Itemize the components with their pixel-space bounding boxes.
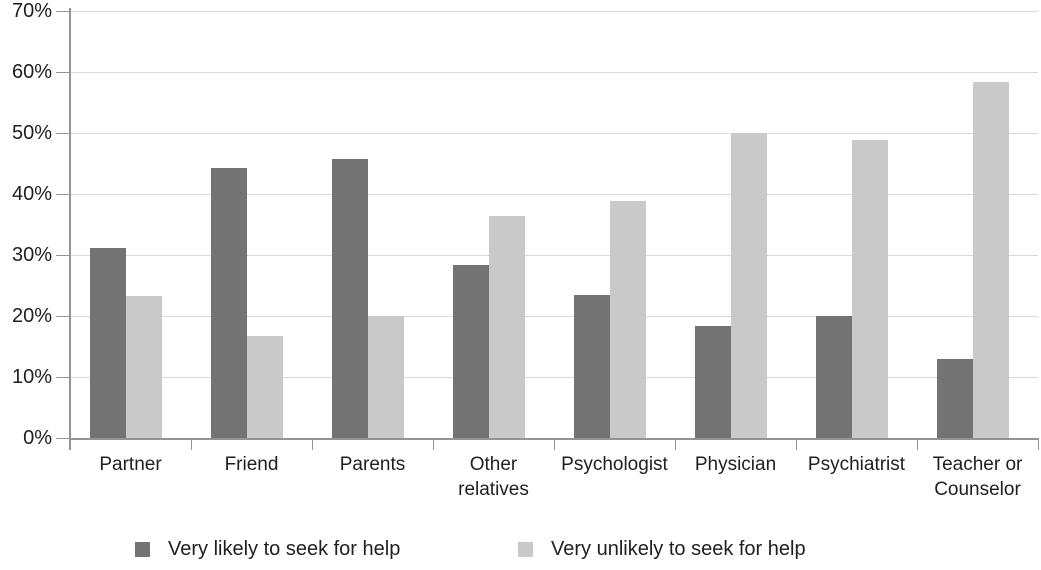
gridline-70pct [70,11,1038,12]
bar-physician-very-likely [694,326,731,438]
y-tick-40pct [56,194,70,195]
legend-swatch-very-likely [135,542,150,557]
gridline-10pct [70,377,1038,378]
x-tick-1 [191,438,192,450]
bar-other-relatives-very-unlikely [488,216,525,438]
legend-item-very-unlikely: Very unlikely to seek for help [518,538,806,561]
x-category-label-teacher-or-counselor: Teacher or Counselor [932,454,1023,500]
bar-parents-very-likely [331,158,368,438]
y-tick-label-30pct: 30% [11,244,52,266]
gridline-40pct [70,194,1038,195]
x-category-label-psychologist: Psychologist [561,454,668,475]
y-tick-label-0pct: 0% [23,427,52,449]
x-tick-5 [675,438,676,450]
x-tick-3 [433,438,434,450]
bar-parents-very-unlikely [367,316,404,438]
bar-partner-very-unlikely [125,295,162,438]
y-tick-20pct [56,316,70,317]
gridline-50pct [70,133,1038,134]
y-tick-0pct [56,438,70,439]
y-tick-50pct [56,133,70,134]
bar-partner-very-likely [89,248,126,438]
legend-label-very-unlikely: Very unlikely to seek for help [551,538,806,560]
bar-teacher-or-counselor-very-likely [936,359,973,438]
y-tick-label-50pct: 50% [11,122,52,144]
y-tick-label-60pct: 60% [11,61,52,83]
x-category-label-friend: Friend [224,454,279,475]
x-tick-4 [554,438,555,450]
bar-physician-very-unlikely [730,133,767,438]
x-category-label-other-relatives: Other relatives [458,454,529,500]
y-tick-label-10pct: 10% [11,366,52,388]
y-tick-label-70pct: 70% [11,0,52,22]
y-tick-30pct [56,255,70,256]
x-tick-6 [796,438,797,450]
y-tick-60pct [56,72,70,73]
bar-friend-very-unlikely [246,336,283,438]
gridline-20pct [70,316,1038,317]
y-tick-label-20pct: 20% [11,305,52,327]
bar-teacher-or-counselor-very-unlikely [972,82,1009,438]
y-axis-line [69,8,71,450]
x-category-label-partner: Partner [99,454,162,475]
x-tick-8 [1038,438,1039,450]
y-tick-10pct [56,377,70,378]
bar-psychiatrist-very-unlikely [851,140,888,438]
gridline-30pct [70,255,1038,256]
x-axis-line [69,438,1038,440]
x-tick-2 [312,438,313,450]
x-category-label-psychiatrist: Psychiatrist [807,454,906,475]
legend-swatch-very-unlikely [518,542,533,557]
bar-psychologist-very-unlikely [609,200,646,438]
bar-psychiatrist-very-likely [815,316,852,438]
x-tick-7 [917,438,918,450]
y-tick-70pct [56,11,70,12]
legend-item-very-likely: Very likely to seek for help [135,538,400,561]
legend-label-very-likely: Very likely to seek for help [168,538,401,560]
bar-friend-very-likely [210,168,247,438]
x-category-label-physician: Physician [694,454,777,475]
x-category-label-parents: Parents [339,454,406,475]
bar-psychologist-very-likely [573,294,610,438]
y-tick-label-40pct: 40% [11,183,52,205]
gridline-60pct [70,72,1038,73]
x-tick-0 [70,438,71,450]
bar-other-relatives-very-likely [452,265,489,438]
